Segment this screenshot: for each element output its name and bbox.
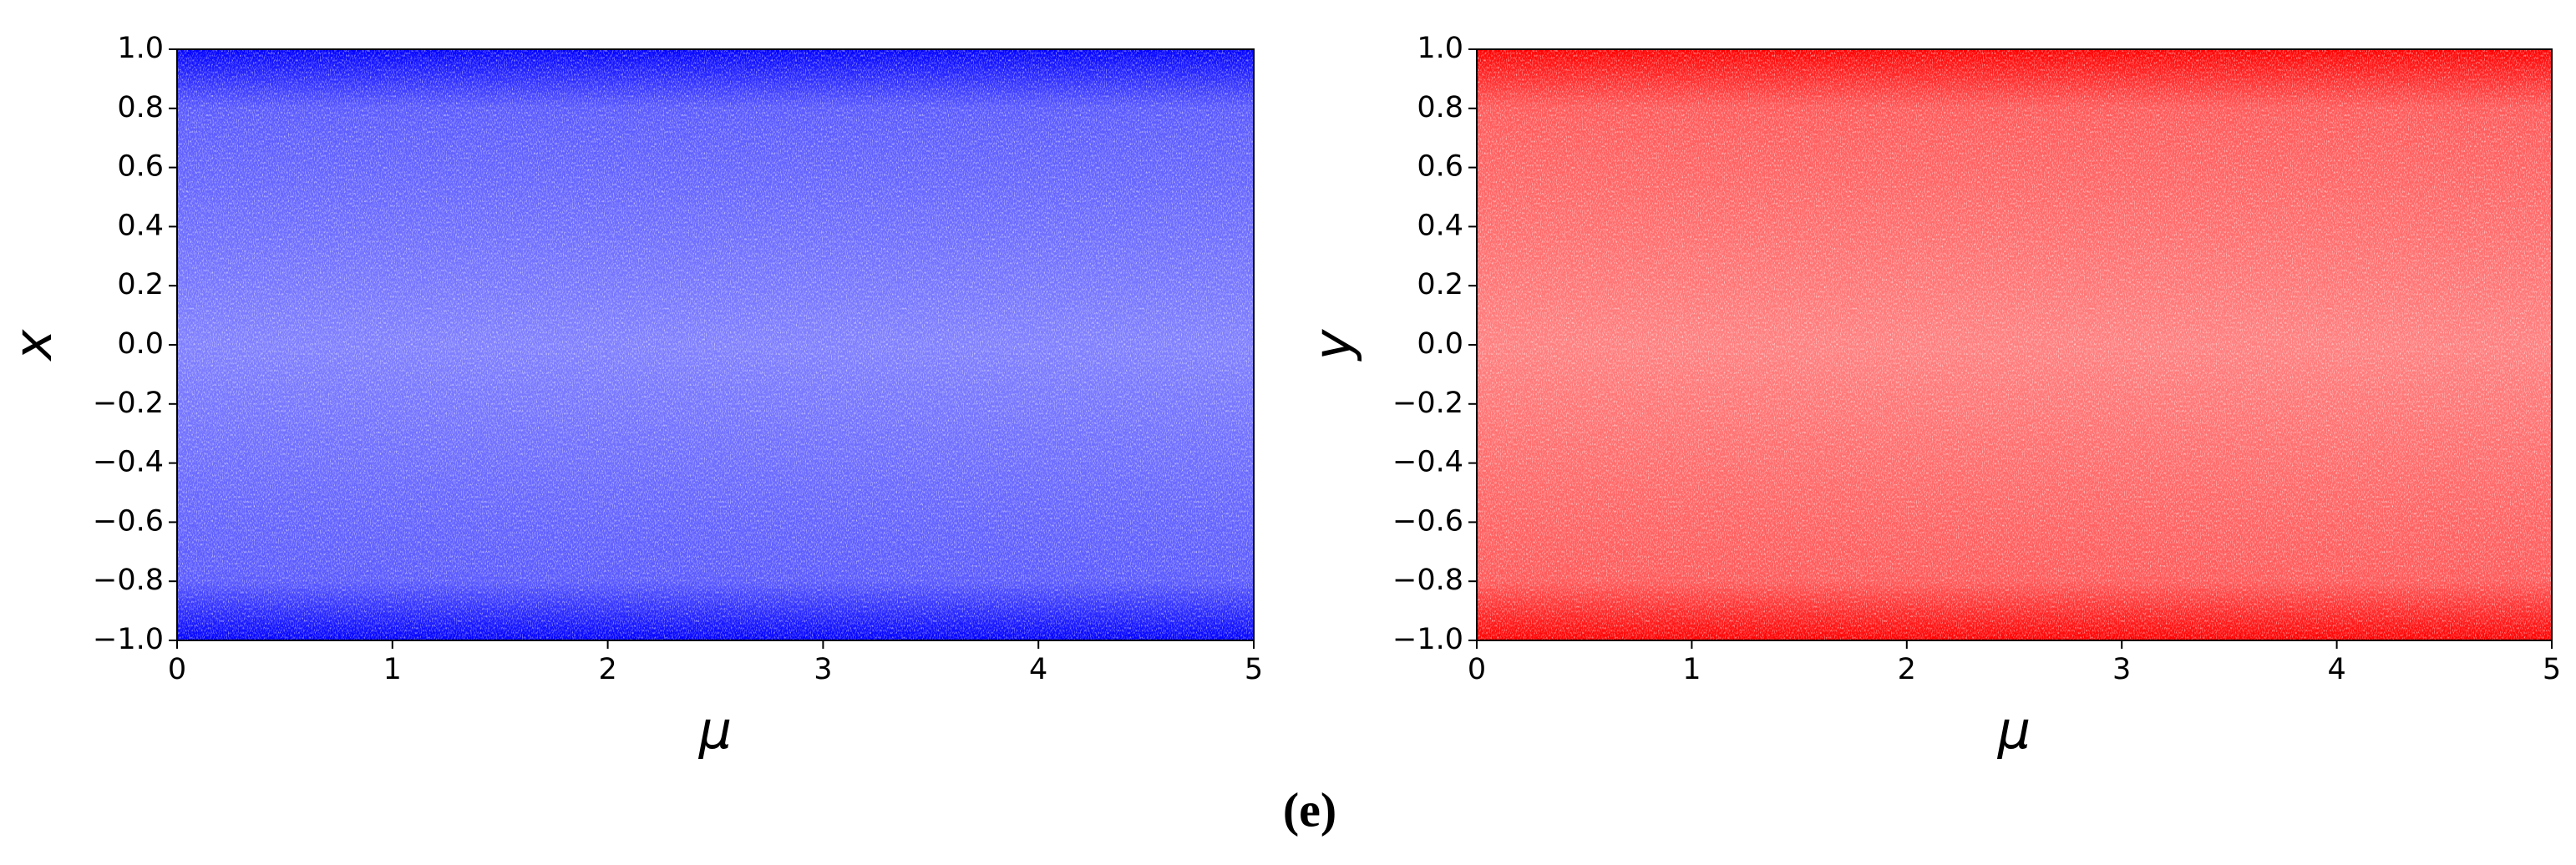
y-tick-label: 0.6 — [117, 150, 164, 184]
x-tick-label: 4 — [2327, 653, 2345, 686]
x-tick-label: 1 — [383, 653, 402, 686]
x-tick-label: 0 — [168, 653, 186, 686]
caption: (e) — [1283, 782, 1336, 837]
x-tick-label: 2 — [598, 653, 616, 686]
y-tick-label: 0.0 — [117, 327, 164, 361]
y-tick-label: 0.2 — [117, 268, 164, 301]
y-tick-label: −0.6 — [93, 504, 164, 538]
y-tick-label: −0.4 — [1392, 446, 1463, 479]
x-tick-label: 3 — [814, 653, 832, 686]
density-texture — [1477, 49, 2552, 640]
y-tick-label: −1.0 — [1392, 623, 1463, 656]
x-axis-label: μ — [1997, 700, 2031, 761]
y-tick-label: −0.2 — [93, 387, 164, 420]
y-tick-label: 0.0 — [1417, 327, 1463, 361]
y-tick-label: −1.0 — [93, 623, 164, 656]
x-tick-label: 5 — [2543, 653, 2561, 686]
y-tick-label: 0.6 — [1417, 150, 1463, 184]
x-tick-label: 0 — [1468, 653, 1486, 686]
y-axis-label: x — [3, 328, 63, 362]
x-tick-label: 3 — [2112, 653, 2131, 686]
y-tick-label: −0.8 — [93, 564, 164, 597]
x-tick-label: 5 — [1245, 653, 1263, 686]
y-axis-label: y — [1302, 328, 1363, 362]
y-tick-label: −0.4 — [93, 446, 164, 479]
x-tick-label: 4 — [1029, 653, 1047, 686]
y-tick-label: 0.8 — [1417, 91, 1463, 124]
x-tick-label: 2 — [1898, 653, 1916, 686]
y-tick-label: 0.4 — [1417, 209, 1463, 242]
y-tick-label: 0.2 — [1417, 268, 1463, 301]
y-tick-label: 1.0 — [1417, 32, 1463, 65]
x-tick-label: 1 — [1682, 653, 1701, 686]
y-tick-label: −0.8 — [1392, 564, 1463, 597]
y-tick-label: 0.8 — [117, 91, 164, 124]
y-tick-label: −0.6 — [1392, 504, 1463, 538]
y-tick-label: −0.2 — [1392, 387, 1463, 420]
y-tick-label: 1.0 — [117, 32, 164, 65]
density-texture — [177, 49, 1254, 640]
y-tick-label: 0.4 — [117, 209, 164, 242]
x-axis-label: μ — [698, 700, 732, 761]
